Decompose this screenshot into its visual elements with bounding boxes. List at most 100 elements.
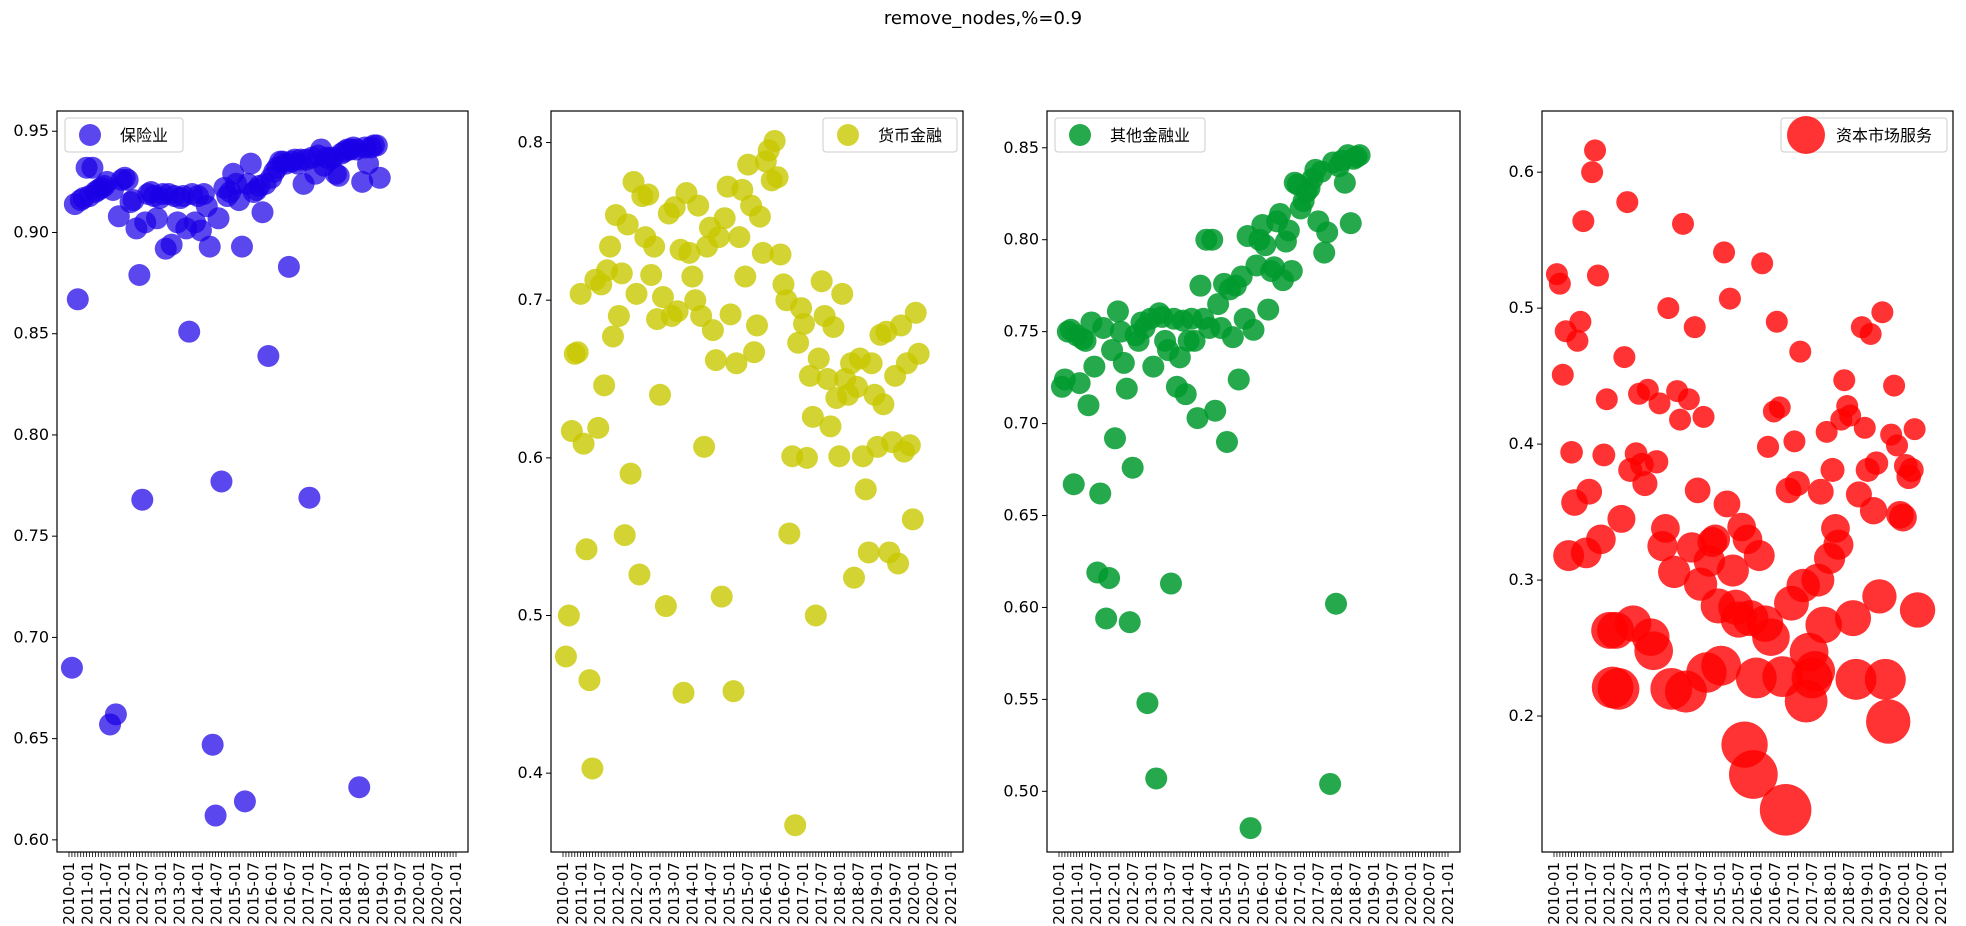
x-tick-label: 2013-07 [665, 862, 683, 925]
x-tick-label: 2014-07 [702, 862, 720, 925]
legend-label: 其他金融业 [1110, 126, 1190, 145]
data-point [887, 552, 910, 575]
data-point [1118, 611, 1141, 634]
data-point [637, 183, 660, 206]
x-tick-label: 2017-07 [1803, 862, 1821, 925]
x-tick-label: 2016-07 [281, 862, 299, 925]
x-tick-label: 2019-01 [1365, 862, 1383, 925]
data-point [904, 301, 927, 324]
data-point [1201, 228, 1224, 251]
data-point [1106, 300, 1129, 323]
data-point [81, 156, 104, 179]
x-tick-label: 2011-07 [591, 862, 609, 925]
data-point [1864, 658, 1906, 700]
data-point [1319, 772, 1342, 795]
data-point [1215, 430, 1238, 453]
data-point [204, 804, 227, 827]
data-point [1112, 351, 1135, 374]
data-point [1159, 572, 1182, 595]
data-point [1239, 817, 1262, 840]
data-point [831, 282, 854, 305]
x-tick-label: 2012-01 [1106, 862, 1124, 925]
y-tick-label: 0.75 [13, 526, 49, 545]
data-point [625, 282, 648, 305]
x-tick-label: 2021-01 [1439, 862, 1457, 925]
data-point [793, 312, 816, 335]
data-point [1277, 219, 1300, 242]
x-tick-label: 2014-07 [1198, 862, 1216, 925]
x-tick-label: 2012-07 [134, 862, 152, 925]
data-point [687, 194, 710, 217]
data-point [719, 303, 742, 326]
data-point [1168, 346, 1191, 369]
data-point [748, 205, 771, 228]
data-point [1103, 427, 1126, 450]
data-point [722, 680, 745, 703]
data-point [778, 522, 801, 545]
data-point [1701, 645, 1742, 686]
data-point [160, 233, 183, 256]
y-tick-label: 0.75 [1003, 322, 1039, 341]
data-point [1597, 667, 1640, 710]
data-point [1683, 316, 1706, 339]
y-tick-label: 0.4 [1509, 434, 1534, 453]
data-point [1866, 699, 1911, 744]
x-tick-label: 2014-01 [189, 862, 207, 925]
x-tick-label: 2012-07 [1619, 862, 1637, 925]
data-point [207, 207, 230, 230]
data-point [613, 524, 636, 547]
data-point [1789, 340, 1812, 363]
data-point [628, 563, 651, 586]
data-point [693, 435, 716, 458]
y-tick-label: 0.2 [1509, 706, 1534, 725]
x-tick-label: 2012-01 [1600, 862, 1618, 925]
data-point [610, 262, 633, 285]
x-tick-label: 2013-07 [171, 862, 189, 925]
x-tick-label: 2018-07 [1840, 862, 1858, 925]
data-point [104, 703, 127, 726]
data-point [1068, 372, 1091, 395]
data-point [201, 733, 224, 756]
x-tick-label: 2016-07 [1766, 862, 1784, 925]
data-point [1657, 297, 1680, 320]
x-tick-label: 2019-01 [373, 862, 391, 925]
data-point [1089, 482, 1112, 505]
data-point [1576, 478, 1603, 505]
data-point [1883, 374, 1906, 397]
y-tick-label: 0.8 [518, 133, 543, 152]
data-point [368, 166, 391, 189]
data-point [233, 790, 256, 813]
data-point [601, 325, 624, 348]
data-point [654, 595, 677, 618]
x-tick-label: 2010-01 [1545, 862, 1563, 925]
x-tick-label: 2011-01 [1563, 862, 1581, 925]
y-tick-label: 0.85 [13, 324, 49, 343]
x-tick-label: 2013-01 [1637, 862, 1655, 925]
data-point [1634, 631, 1674, 671]
data-point [1903, 418, 1926, 441]
y-tick-label: 0.6 [518, 448, 543, 467]
data-point [1756, 435, 1780, 458]
x-tick-label: 2021-01 [942, 862, 960, 925]
y-tick-label: 0.50 [1003, 781, 1039, 800]
x-tick-label: 2012-07 [1124, 862, 1142, 925]
data-point [743, 341, 766, 364]
data-point [707, 226, 730, 249]
data-point [751, 241, 774, 264]
x-tick-label: 2016-07 [1272, 862, 1290, 925]
data-point [1859, 497, 1888, 525]
x-tick-label: 2020-07 [1420, 862, 1438, 925]
data-point [1632, 470, 1658, 497]
x-tick-label: 2020-07 [1914, 862, 1932, 925]
data-point [734, 265, 757, 288]
data-point [763, 129, 786, 152]
data-point [277, 255, 300, 278]
data-point [1607, 504, 1636, 533]
data-point [1859, 322, 1882, 345]
x-tick-label: 2012-01 [115, 862, 133, 925]
data-point [678, 241, 701, 264]
data-point [1592, 443, 1616, 467]
x-tick-label: 2015-07 [739, 862, 757, 925]
